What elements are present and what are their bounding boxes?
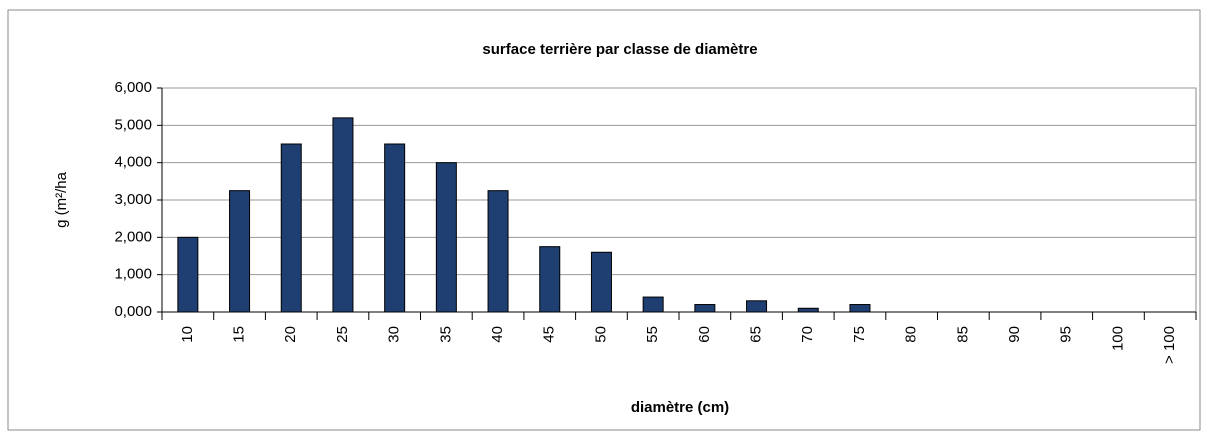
x-tick-label: 40 xyxy=(489,326,506,343)
x-tick-label: > 100 xyxy=(1161,326,1178,364)
y-tick-label: 1,000 xyxy=(114,266,152,283)
x-tick-label: 100 xyxy=(1109,326,1126,351)
x-tick-label: 70 xyxy=(799,326,816,343)
y-tick-label: 0,000 xyxy=(114,303,152,320)
bar xyxy=(332,117,354,313)
x-tick-label: 30 xyxy=(386,326,403,343)
y-tick-label: 3,000 xyxy=(114,191,152,208)
x-tick-label: 50 xyxy=(592,326,609,343)
bar xyxy=(280,143,302,313)
y-tick-label: 5,000 xyxy=(114,116,152,133)
y-tick-label: 6,000 xyxy=(114,79,152,96)
bar xyxy=(435,162,457,313)
bar xyxy=(384,143,406,313)
bar xyxy=(694,304,716,313)
bar xyxy=(746,300,768,313)
x-tick-label: 45 xyxy=(541,326,558,343)
bar xyxy=(849,304,871,313)
bar xyxy=(539,246,561,313)
bar xyxy=(642,296,664,313)
bar xyxy=(487,190,509,313)
x-tick-label: 95 xyxy=(1058,326,1075,343)
x-tick-label: 65 xyxy=(748,326,765,343)
bar xyxy=(229,190,251,313)
x-axis-label: diamètre (cm) xyxy=(631,399,729,416)
x-tick-label: 55 xyxy=(644,326,661,343)
bar xyxy=(177,236,199,313)
x-tick-label: 90 xyxy=(1006,326,1023,343)
x-tick-label: 75 xyxy=(851,326,868,343)
bar xyxy=(590,251,612,313)
y-axis-label: g (m²/ha xyxy=(53,171,70,228)
y-tick-label: 4,000 xyxy=(114,154,152,171)
x-tick-label: 80 xyxy=(903,326,920,343)
x-tick-label: 25 xyxy=(334,326,351,343)
x-tick-label: 15 xyxy=(231,326,248,343)
y-tick-label: 2,000 xyxy=(114,228,152,245)
x-tick-label: 10 xyxy=(179,326,196,343)
x-tick-label: 85 xyxy=(954,326,971,343)
x-tick-label: 35 xyxy=(437,326,454,343)
x-tick-label: 60 xyxy=(696,326,713,343)
bar xyxy=(797,307,819,313)
chart-title: surface terrière par classe de diamètre xyxy=(482,41,757,58)
x-tick-label: 20 xyxy=(282,326,299,343)
